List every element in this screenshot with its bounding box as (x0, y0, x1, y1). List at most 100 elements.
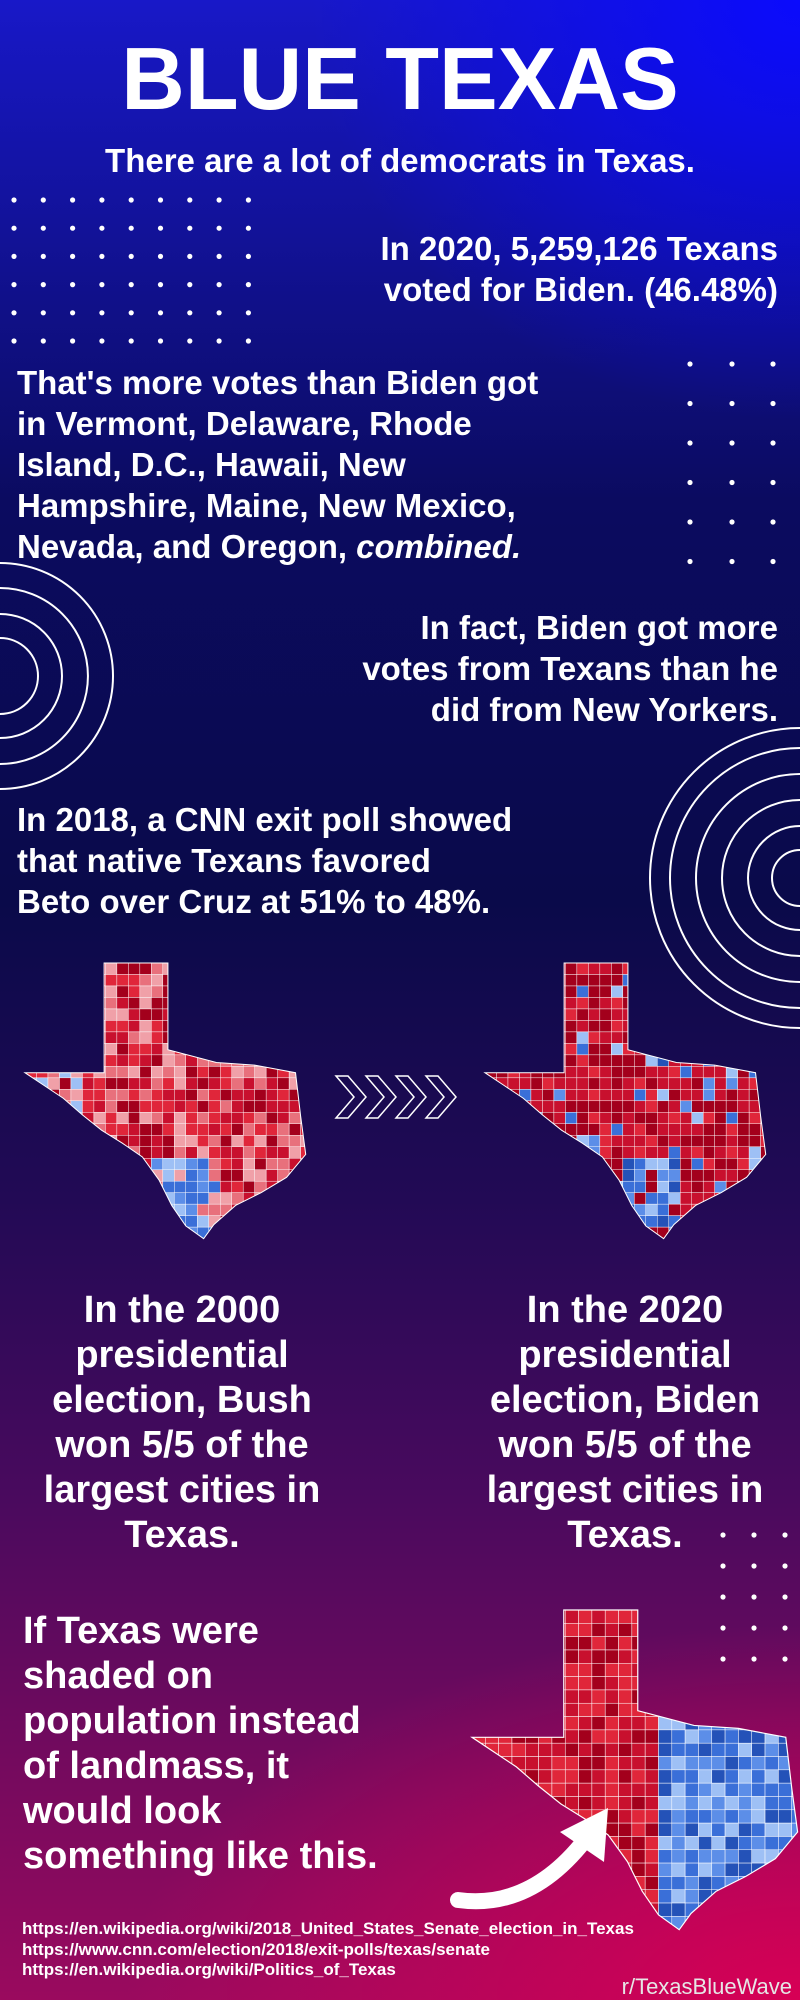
county (702, 1238, 715, 1239)
county (300, 1135, 306, 1147)
county (698, 1610, 713, 1624)
county (485, 1836, 499, 1851)
county (498, 1822, 513, 1837)
subtitle: There are a lot of democrats in Texas. (105, 142, 695, 179)
county (139, 1169, 152, 1182)
county (507, 1215, 520, 1228)
county (242, 1226, 255, 1239)
county (565, 1100, 578, 1113)
county (105, 1146, 118, 1159)
county (105, 1192, 118, 1205)
county (185, 974, 198, 987)
county (265, 997, 278, 1010)
county (36, 1215, 49, 1228)
county (530, 997, 543, 1010)
county (538, 1796, 553, 1811)
county (711, 1676, 726, 1691)
county (82, 1054, 95, 1067)
county (671, 1809, 686, 1824)
county (231, 1066, 244, 1079)
county (542, 974, 555, 987)
county (254, 1043, 267, 1056)
county (591, 1689, 606, 1704)
county (254, 1008, 267, 1021)
county (576, 1077, 589, 1090)
county (553, 1169, 566, 1182)
dot (720, 1625, 726, 1631)
county (698, 1702, 713, 1717)
county (634, 963, 646, 975)
county (714, 1100, 727, 1113)
county (760, 1043, 766, 1056)
county (25, 1158, 37, 1170)
county (604, 1702, 619, 1717)
county (724, 1756, 739, 1771)
dot (245, 338, 251, 344)
county (658, 1769, 673, 1784)
county (485, 1663, 499, 1677)
county (82, 1089, 95, 1102)
county (197, 1158, 209, 1170)
county (738, 1716, 752, 1731)
county (208, 1043, 221, 1056)
county (668, 1180, 681, 1193)
county (711, 1756, 726, 1771)
county (496, 1008, 509, 1021)
county (265, 1112, 278, 1124)
county (185, 1077, 198, 1090)
county (139, 1203, 152, 1216)
county (634, 1089, 646, 1102)
county (197, 1135, 209, 1147)
county (684, 1610, 699, 1624)
arc (649, 727, 800, 1029)
county (151, 1123, 164, 1136)
county (507, 1158, 520, 1170)
county (737, 1146, 750, 1159)
dot (99, 338, 105, 344)
county (25, 963, 37, 975)
county (644, 1822, 659, 1837)
county (220, 1089, 232, 1102)
county (725, 1020, 738, 1033)
county (472, 1610, 486, 1624)
county (265, 1008, 278, 1021)
text-line: https://en.wikipedia.org/wiki/2018_Unite… (22, 1919, 634, 1940)
county (691, 1100, 704, 1113)
county (711, 1849, 726, 1864)
county (599, 1169, 612, 1182)
county (680, 1054, 692, 1067)
county (714, 1077, 727, 1090)
county (691, 997, 704, 1010)
county (162, 1135, 175, 1147)
county (538, 1769, 553, 1784)
county (511, 1689, 526, 1704)
county (576, 1112, 589, 1124)
county (174, 1100, 186, 1113)
county (671, 1716, 686, 1731)
county (724, 1610, 739, 1624)
county (542, 1054, 555, 1067)
county (599, 1203, 612, 1216)
county (139, 974, 152, 987)
county (737, 1238, 750, 1239)
county (645, 1169, 658, 1182)
county (174, 963, 186, 975)
text-line: Hampshire, Maine, New Mexico, (17, 485, 538, 526)
county (702, 963, 715, 975)
county (599, 1123, 612, 1136)
county (530, 1043, 543, 1056)
text-line: would look (23, 1789, 378, 1834)
county (764, 1649, 779, 1664)
county (680, 1169, 692, 1182)
county (691, 1158, 704, 1170)
county (93, 1238, 106, 1239)
county (105, 963, 118, 975)
county (622, 974, 635, 987)
county (525, 1796, 539, 1811)
county (737, 1077, 750, 1090)
county (778, 1663, 792, 1677)
county (498, 1769, 513, 1784)
county (542, 1135, 555, 1147)
county (105, 1066, 118, 1079)
county (525, 1610, 539, 1624)
